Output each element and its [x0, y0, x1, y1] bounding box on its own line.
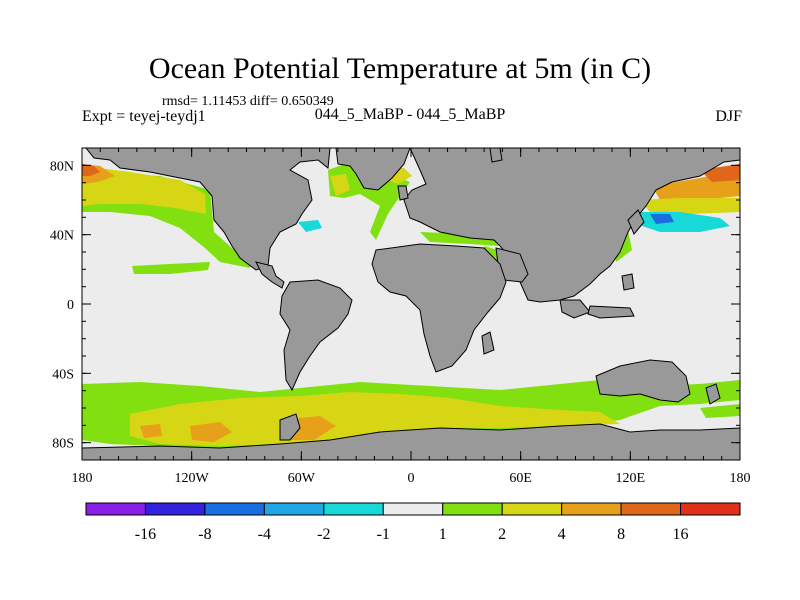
land-madagascar [481, 331, 495, 355]
colorbar-label: -1 [377, 526, 390, 543]
anomaly-green-tasman [700, 404, 740, 418]
colorbar-label: -8 [198, 526, 211, 543]
colorbar-label: 1 [439, 526, 447, 543]
anomaly-yellow-north-pacific [82, 166, 206, 214]
colorbar-swatch [382, 502, 444, 516]
land-greenland [335, 148, 411, 191]
colorbar-swatch [323, 502, 384, 516]
land-svalbard [489, 148, 503, 163]
anomaly-cyan-gulf [298, 220, 322, 232]
colorbar-swatch [442, 502, 503, 516]
x-tick-label: 120W [175, 471, 210, 486]
colorbar-label: 4 [558, 526, 566, 543]
colorbar-swatch [85, 502, 146, 516]
colorbar [85, 502, 741, 516]
x-tick-label: 0 [408, 471, 415, 486]
colorbar-swatch [263, 502, 325, 516]
y-tick-label: 80S [52, 437, 74, 452]
plot-title: Ocean Potential Temperature at 5m (in C) [148, 52, 652, 85]
stats-text: rmsd= 1.11453 diff= 0.650349 [162, 94, 334, 109]
land-antarctica [82, 423, 740, 460]
colorbar-label: 16 [673, 526, 689, 543]
experiment-label: Expt = teyej-teydj1 [82, 108, 206, 125]
colorbar-swatch [680, 502, 741, 516]
y-axis-labels: 80N 40N 0 40S 80S [50, 159, 74, 451]
colorbar-label: 2 [498, 526, 506, 543]
anomaly-orange-southern-ocean-a [190, 422, 232, 442]
anomaly-yellow-north-atlantic [330, 174, 350, 196]
land-new-zealand [705, 383, 721, 405]
land-indonesia [587, 305, 635, 319]
land-uk [397, 185, 409, 201]
land-africa [371, 243, 507, 373]
anomaly-yellow-southern-ocean [130, 392, 620, 446]
axis-ticks [81, 148, 741, 460]
colorbar-swatch [144, 502, 206, 516]
colorbar-label: -2 [317, 526, 330, 543]
anomaly-green-mediterranean [420, 232, 500, 246]
y-tick-label: 40S [52, 367, 74, 382]
colorbar-swatch [501, 502, 563, 516]
x-tick-label: 180 [730, 471, 751, 486]
anomaly-orange-southern-ocean-c [140, 424, 162, 438]
anomaly-green-central-pacific [132, 262, 210, 274]
x-axis-labels: 180 120W 60W 0 60E 120E 180 [72, 471, 751, 486]
anomaly-red-north-pacific [82, 164, 100, 176]
x-tick-label: 60W [288, 471, 316, 486]
x-tick-label: 180 [72, 471, 93, 486]
anomaly-blue-japan [650, 214, 674, 224]
colorbar-label: -16 [135, 526, 156, 543]
colorbar-labels: -16 -8 -4 -2 -1 1 2 4 8 16 [135, 526, 689, 543]
y-tick-label: 0 [67, 298, 74, 313]
experiment-name: 044_5_MaBP - 044_5_MaBP [314, 106, 506, 123]
colorbar-swatch [204, 502, 265, 516]
season-label: DJF [715, 108, 742, 125]
x-tick-label: 60E [509, 471, 532, 486]
x-tick-label: 120E [616, 471, 646, 486]
land-southeast-asia [559, 299, 591, 319]
anomaly-fields [82, 162, 740, 448]
y-tick-label: 40N [50, 229, 74, 244]
land-antarctic-peninsula [279, 413, 301, 441]
y-tick-label: 80N [50, 159, 74, 174]
land-australia [595, 359, 691, 403]
colorbar-swatch [620, 502, 682, 516]
colorbar-label: -4 [258, 526, 271, 543]
land-japan [627, 209, 645, 235]
land-masses [82, 148, 740, 460]
anomaly-green-north-atlantic [328, 162, 410, 240]
anomaly-yellow-kuroshio [640, 198, 740, 214]
land-central-america [255, 261, 285, 289]
colorbar-label: 8 [617, 526, 625, 543]
land-philippines [621, 273, 635, 291]
land-south-america [279, 279, 353, 392]
colorbar-swatch [561, 502, 622, 516]
